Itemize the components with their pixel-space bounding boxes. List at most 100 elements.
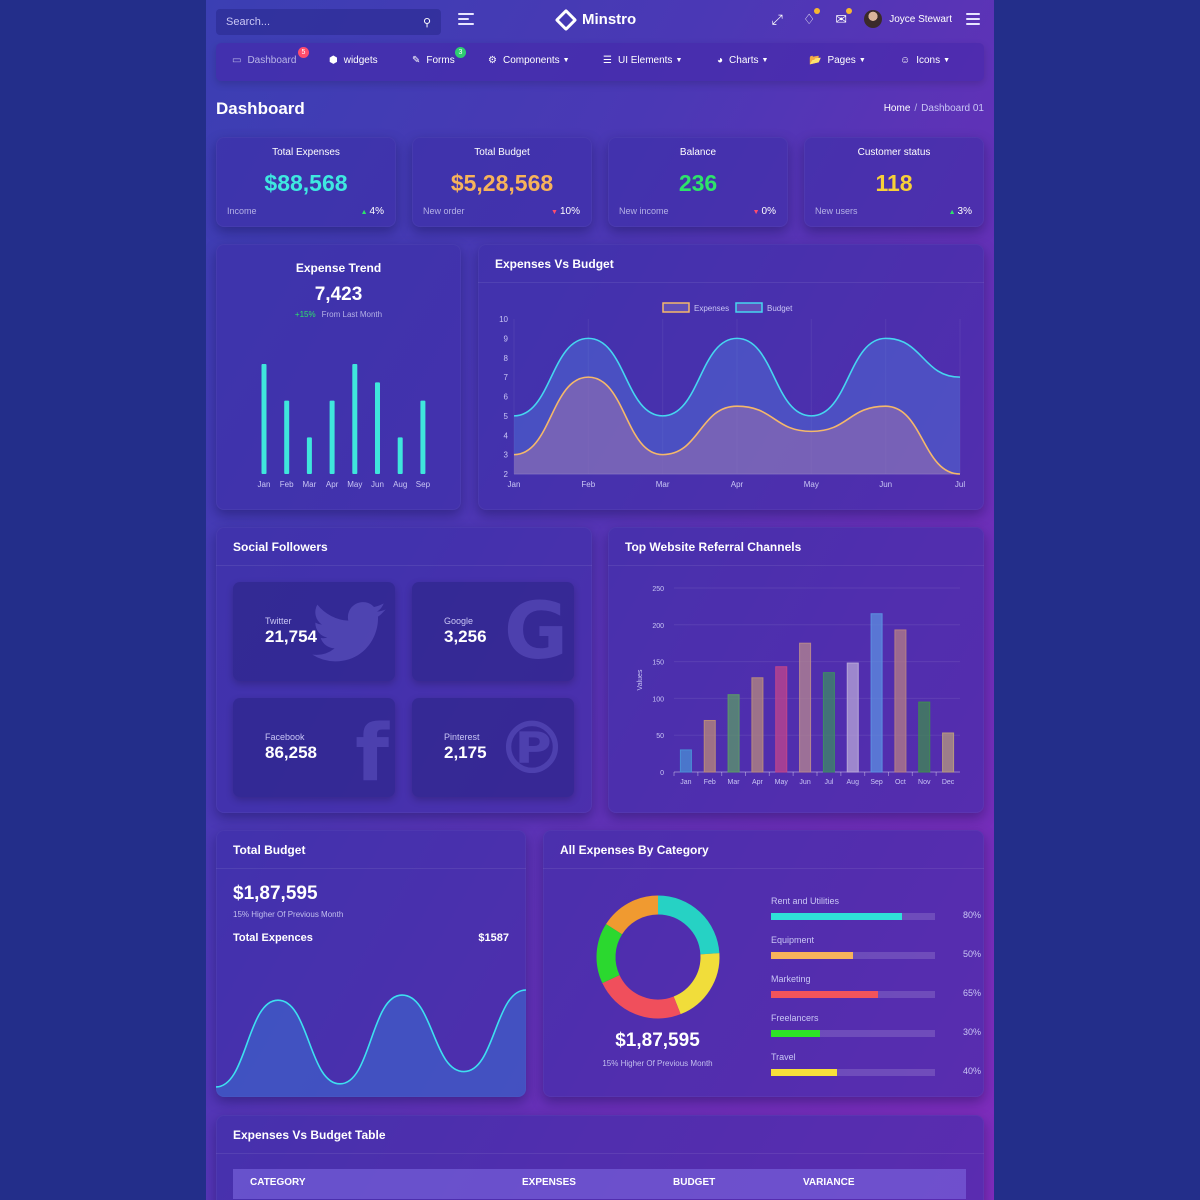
donut-slice <box>606 895 659 935</box>
search-input[interactable]: Search... ⚲ <box>216 9 441 35</box>
social-tile-pinterest[interactable]: ℗ Pinterest 2,175 <box>412 698 574 797</box>
nav-widgets[interactable]: ⬢ widgets <box>329 55 378 66</box>
column-header[interactable]: EXPENSES <box>522 1177 576 1188</box>
social-value: 86,258 <box>265 743 317 762</box>
brand[interactable]: Minstro <box>554 8 636 31</box>
y-tick-label: 100 <box>652 696 664 703</box>
search-icon[interactable]: ⚲ <box>422 16 431 29</box>
y-axis-label: Values <box>637 669 644 690</box>
column-header[interactable]: VARIANCE <box>803 1177 855 1188</box>
trend-bar <box>306 437 312 474</box>
x-tick-label: Jul <box>955 480 965 489</box>
nav-pages[interactable]: 📂 Pages ▼ <box>809 55 866 66</box>
legend-swatch <box>662 302 690 313</box>
google-icon: G <box>503 587 568 677</box>
referral-bar <box>918 701 931 773</box>
divider <box>216 565 592 566</box>
category-name: Freelancers <box>771 1013 819 1023</box>
x-tick-label: Feb <box>704 779 716 786</box>
category-name: Travel <box>771 1052 796 1062</box>
nav-icons[interactable]: ☺ Icons ▼ <box>900 55 951 66</box>
legend-label: Expenses <box>694 304 729 313</box>
referral-bar <box>846 662 859 773</box>
smile-icon: ☺ <box>900 55 911 66</box>
x-tick-label: Mar <box>728 779 741 786</box>
total-expences-label: Total Expences <box>233 932 313 944</box>
x-tick-label: Jan <box>258 480 271 489</box>
category-row: Freelancers 30% <box>771 1013 981 1037</box>
category-pct: 80% <box>962 910 981 920</box>
y-tick-label: 200 <box>652 623 664 630</box>
category-track <box>771 1069 935 1076</box>
table-header: CATEGORY EXPENSES BUDGET VARIANCE <box>233 1169 966 1199</box>
breadcrumb-home[interactable]: Home <box>883 103 911 114</box>
card-title: All Expenses By Category <box>560 843 709 857</box>
x-tick-label: Oct <box>895 779 906 786</box>
category-fill <box>771 913 903 920</box>
fullscreen-icon[interactable]: ⤢ <box>771 11 783 27</box>
arrow-down-icon: ▼ <box>551 209 558 216</box>
nav-components[interactable]: ⚙ Components ▼ <box>488 55 570 66</box>
column-header[interactable]: BUDGET <box>673 1177 716 1188</box>
trend-bar <box>261 364 267 474</box>
y-tick-label: 3 <box>504 451 509 460</box>
stat-card-customer-status: Customer status 118 New users ▲ 3% <box>804 137 984 227</box>
y-tick-label: 10 <box>499 315 508 324</box>
trend-bar <box>397 437 403 474</box>
hamburger-icon[interactable] <box>966 13 980 25</box>
stat-sub: New income <box>619 206 669 216</box>
top-bar: Search... ⚲ Minstro ⤢ ♢ ✉ Joyce Stewart <box>206 0 994 44</box>
category-row: Equipment 50% <box>771 935 981 959</box>
referral-bar <box>942 732 955 773</box>
mail-icon[interactable]: ✉ <box>832 8 853 28</box>
expense-trend-change: +15% From Last Month <box>294 310 383 319</box>
twitter-icon <box>312 602 386 662</box>
expenses-by-category-card: All Expenses By Category $1,87,595 15% H… <box>543 830 984 1097</box>
referral-channels-card: Top Website Referral Channels 0 50 100 150 2… <box>608 527 984 813</box>
donut-slice <box>602 974 681 1019</box>
user-name[interactable]: Joyce Stewart <box>889 13 952 25</box>
y-tick-label: 5 <box>504 412 509 421</box>
category-fill <box>771 1069 837 1076</box>
social-tile-facebook[interactable]: f Facebook 86,258 <box>233 698 395 797</box>
y-tick-label: 0 <box>660 770 664 777</box>
trend-bar <box>375 382 380 474</box>
stat-label: Total Expenses <box>272 147 340 158</box>
social-name: Pinterest <box>444 732 480 742</box>
referral-bar <box>703 719 716 773</box>
edit-icon: ✎ <box>412 55 421 66</box>
column-header[interactable]: CATEGORY <box>250 1177 306 1188</box>
nav-badge: 5 <box>298 47 309 58</box>
x-tick-label: Aug <box>847 779 860 786</box>
category-row: Rent and Utilities 80% <box>771 896 981 920</box>
nav-dashboard[interactable]: ▭ Dashboard 5 <box>232 47 309 66</box>
category-track <box>771 952 935 959</box>
nav-ui-elements[interactable]: ☰ UI Elements ▼ <box>603 55 683 66</box>
category-track <box>771 913 935 920</box>
menu-toggle-icon[interactable] <box>458 13 474 29</box>
avatar[interactable] <box>864 10 883 28</box>
card-title: Expenses Vs Budget <box>495 257 614 271</box>
legend-swatch <box>735 302 763 313</box>
social-tile-google[interactable]: G Google 3,256 <box>412 582 574 681</box>
category-name: Rent and Utilities <box>771 896 840 906</box>
x-tick-label: Jul <box>824 779 833 786</box>
stat-card-total-budget: Total Budget $5,28,568 New order ▼ 10% <box>412 137 592 227</box>
social-value: 2,175 <box>444 743 487 762</box>
nav-charts[interactable]: ◕ Charts ▼ <box>717 55 769 66</box>
social-tile-twitter[interactable]: Twitter 21,754 <box>233 582 395 681</box>
divider <box>216 868 526 869</box>
x-tick-label: May <box>804 480 819 489</box>
bell-icon[interactable]: ♢ <box>800 8 821 28</box>
category-row: Marketing 65% <box>771 974 981 998</box>
nav-forms[interactable]: ✎ Forms 3 <box>412 47 466 66</box>
expense-trend-value: 7,423 <box>314 284 363 305</box>
x-tick-label: Jan <box>508 480 521 489</box>
x-tick-label: Jun <box>371 480 384 489</box>
stat-sub: Income <box>227 206 257 216</box>
referral-bar <box>799 642 812 773</box>
stat-sub: New users <box>815 206 858 216</box>
y-tick-label: 6 <box>504 393 509 402</box>
stat-label: Balance <box>679 147 717 158</box>
category-row: Travel 40% <box>771 1052 981 1076</box>
